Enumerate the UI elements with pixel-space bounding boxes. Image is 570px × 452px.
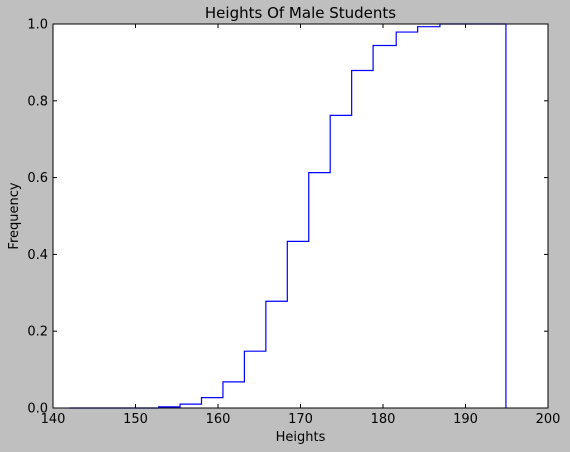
x-tick-label: 150 (123, 412, 148, 427)
y-tick-label: 0.4 (27, 248, 48, 263)
x-tick-label: 140 (41, 412, 66, 427)
x-tick-label: 180 (371, 412, 396, 427)
x-tick-label: 200 (536, 412, 561, 427)
x-tick-label: 190 (453, 412, 478, 427)
y-tick-label: 1.0 (27, 18, 48, 33)
x-tick-label: 160 (206, 412, 231, 427)
x-tick-label: 170 (288, 412, 313, 427)
y-axis-label: Frequency (7, 182, 22, 249)
plot-frame (52, 23, 549, 409)
y-tick-label: 0.0 (27, 402, 48, 417)
series-line-0 (69, 23, 506, 409)
y-tick-label: 0.2 (27, 325, 48, 340)
x-axis-label: Heights (276, 430, 326, 445)
y-tick-label: 0.8 (27, 94, 48, 109)
y-tick-label: 0.6 (27, 171, 48, 186)
plot-background (53, 24, 548, 408)
ticks-layer: 140 150 160 170 180 190 200 0.0 0.2 0.4 0.6 0.8 1.0 (27, 18, 560, 428)
series-layer (69, 23, 507, 409)
chart-title: Heights Of Male Students (205, 4, 396, 22)
